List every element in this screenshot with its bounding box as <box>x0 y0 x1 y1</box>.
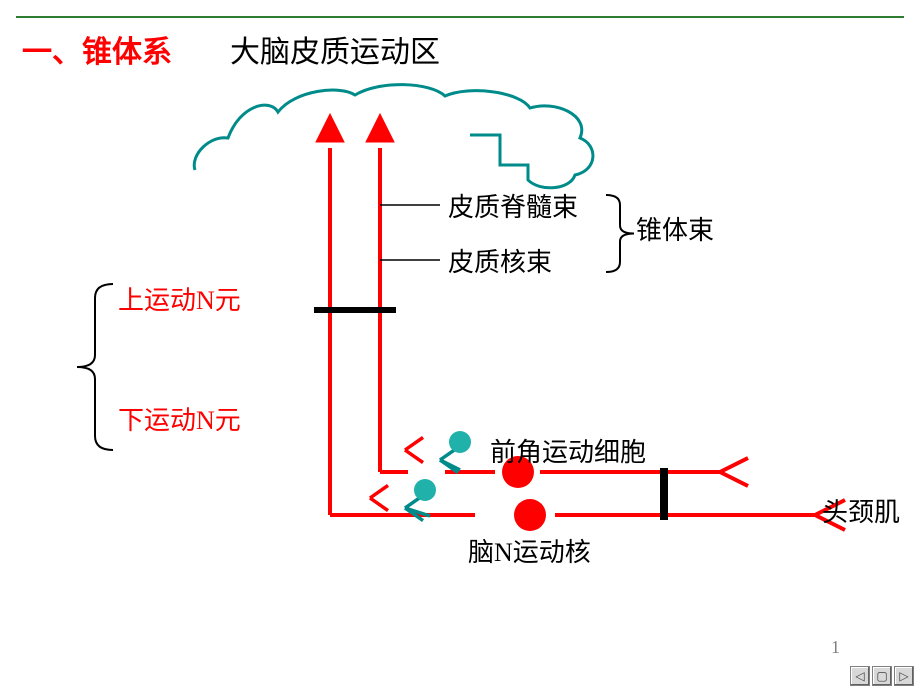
pyramidal-tract-label: 锥体束 <box>636 218 714 244</box>
head-neck-muscle-label: 头颈肌 <box>822 500 900 526</box>
nav-controls: ◁ ▢ ▷ <box>850 666 914 686</box>
axon-1-branch-up <box>720 458 748 472</box>
triangle-left <box>316 114 344 142</box>
page-number: 1 <box>831 637 840 658</box>
prev-button[interactable]: ◁ <box>850 666 870 686</box>
teal-cell-1 <box>449 431 471 453</box>
cortex-label: 大脑皮质运动区 <box>230 38 440 68</box>
section-title: 一、锥体系 <box>22 38 172 68</box>
axon-1-branch-dn <box>720 472 748 486</box>
corticospinal-label: 皮质脊髓束 <box>448 195 578 221</box>
cortex-outline <box>194 85 593 188</box>
neuron-brace <box>77 284 113 450</box>
top-rule <box>16 16 904 18</box>
tract-brace <box>606 195 634 272</box>
upper-neuron-label: 上运动N元 <box>118 288 241 314</box>
triangle-right <box>366 114 394 142</box>
teal-cell-2 <box>414 479 436 501</box>
y-fork-teal-2 <box>405 495 430 520</box>
cranial-nucleus-label: 脑N运动核 <box>468 540 591 566</box>
stop-button[interactable]: ▢ <box>872 666 892 686</box>
y-fork-red-2 <box>370 485 388 510</box>
next-button[interactable]: ▷ <box>894 666 914 686</box>
diagram-svg <box>0 0 920 690</box>
lower-neuron-label: 下运动N元 <box>118 408 241 434</box>
y-fork-red-1 <box>405 437 423 462</box>
red-cell-2 <box>514 499 546 531</box>
y-fork-teal-1 <box>440 447 460 472</box>
anterior-horn-label: 前角运动细胞 <box>490 440 646 466</box>
slide: 一、锥体系 大脑皮质运动区 皮质脊髓束 皮质核束 锥体束 上运动N元 下运动N元… <box>0 0 920 690</box>
corticonuclear-label: 皮质核束 <box>448 250 552 276</box>
